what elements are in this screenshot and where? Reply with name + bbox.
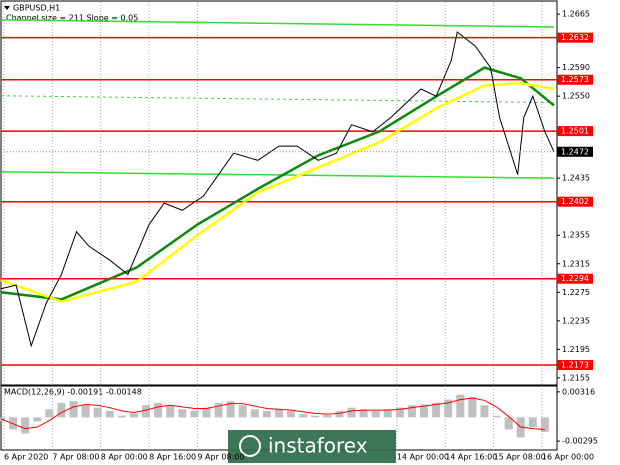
macd-bar — [444, 399, 453, 418]
level-tag — [557, 126, 593, 137]
moving-average — [0, 82, 555, 303]
macd-bar — [492, 415, 501, 418]
watermark-logo — [239, 435, 261, 457]
macd-bar — [383, 409, 392, 418]
macd-bar — [69, 401, 78, 418]
macd-bar — [528, 417, 537, 428]
macd-bar — [214, 402, 223, 418]
macd-bar — [407, 405, 416, 418]
macd-bar — [347, 407, 356, 418]
macd-title: MACD(12,26,9) -0.00191 -0.00148 — [4, 388, 142, 397]
y-tick-label: 0.00316 — [562, 387, 595, 396]
macd-bar — [432, 402, 441, 418]
macd-bar — [21, 417, 30, 434]
watermark: instaforex — [228, 430, 396, 463]
macd-bar — [323, 414, 332, 418]
x-tick-label: 14 Apr 16:00 — [445, 453, 497, 462]
level-tag — [557, 74, 593, 85]
macd-bar — [154, 402, 163, 418]
y-tick-label: 1.2315 — [562, 259, 590, 268]
channel-line — [0, 19, 554, 28]
macd-bar — [262, 410, 271, 418]
macd-bar — [142, 405, 151, 418]
last-price-tag — [557, 146, 593, 157]
macd-bar — [335, 410, 344, 418]
macd-bar — [359, 409, 368, 418]
last-price-label: 1.2472 — [561, 147, 589, 156]
level-label: 1.2402 — [561, 197, 589, 206]
macd-bar — [105, 410, 114, 418]
channel-line — [0, 170, 554, 179]
level-label: 1.2632 — [561, 33, 589, 42]
level-label: 1.2294 — [561, 274, 589, 283]
price-line — [0, 31, 555, 348]
macd-bar — [468, 397, 477, 418]
level-label: 1.2173 — [561, 361, 589, 370]
channel-info: Channel size = 211 Slope = 0.05 — [6, 14, 138, 23]
y-tick-label: -0.00295 — [562, 437, 598, 446]
macd-bar — [129, 413, 138, 418]
macd-bar — [275, 409, 283, 418]
macd-bar — [287, 410, 296, 418]
macd-bar — [371, 410, 380, 418]
macd-bar — [226, 401, 235, 418]
moving-average — [0, 66, 555, 301]
y-tick-label: 1.2155 — [562, 373, 590, 382]
macd-bar — [81, 405, 90, 418]
macd-bar — [299, 414, 308, 418]
macd-bar — [540, 417, 549, 432]
y-tick-label: 1.2355 — [562, 231, 590, 240]
macd-bar — [45, 409, 54, 418]
macd-bar — [166, 405, 175, 418]
level-tag — [557, 360, 593, 371]
y-tick-label: 1.2435 — [562, 174, 590, 183]
y-tick-label: 1.2195 — [562, 345, 590, 354]
x-tick-label: 8 Apr 00:00 — [101, 453, 148, 462]
signal-line — [0, 397, 545, 430]
x-tick-label: 16 Apr 00:00 — [542, 453, 594, 462]
collapse-icon — [4, 6, 10, 10]
macd-bar — [57, 402, 66, 418]
macd-bar — [311, 415, 320, 418]
y-tick-label: 1.2275 — [562, 288, 590, 297]
symbol-title: GBPUSD,H1 — [13, 4, 60, 13]
x-tick-label: 7 Apr 08:00 — [52, 453, 99, 462]
y-tick-label: 1.2665 — [562, 10, 590, 19]
x-tick-label: 8 Apr 16:00 — [149, 453, 196, 462]
macd-bar — [420, 404, 429, 418]
macd-bar — [456, 394, 465, 418]
level-label: 1.2501 — [561, 127, 589, 136]
y-tick-label: 1.2590 — [562, 63, 590, 72]
price-pane-frame — [0, 0, 558, 386]
level-tag — [557, 196, 593, 207]
y-tick-label: 1.2235 — [562, 316, 590, 325]
watermark-box — [228, 430, 396, 463]
channel-midline — [0, 95, 554, 104]
macd-bar — [250, 409, 259, 418]
macd-bar — [190, 410, 199, 418]
macd-bar — [178, 409, 187, 418]
x-tick-label: 6 Apr 2020 — [4, 453, 48, 462]
level-tag — [557, 32, 593, 43]
macd-bar — [238, 405, 247, 418]
x-tick-label: 9 Apr 08:00 — [197, 453, 244, 462]
macd-bar — [395, 407, 404, 418]
level-label: 1.2573 — [561, 75, 589, 84]
x-tick-label: 14 Apr 00:00 — [397, 453, 449, 462]
macd-bar — [93, 407, 102, 418]
level-tag — [557, 273, 593, 284]
watermark-text: instaforex — [268, 434, 368, 458]
macd-bar — [504, 417, 513, 430]
y-tick-label: 1.2550 — [562, 92, 590, 101]
macd-bar — [117, 415, 126, 418]
macd-bar — [480, 405, 489, 418]
macd-bar — [202, 407, 211, 418]
x-tick-label: 15 Apr 08:00 — [494, 453, 546, 462]
macd-bar — [33, 417, 42, 422]
